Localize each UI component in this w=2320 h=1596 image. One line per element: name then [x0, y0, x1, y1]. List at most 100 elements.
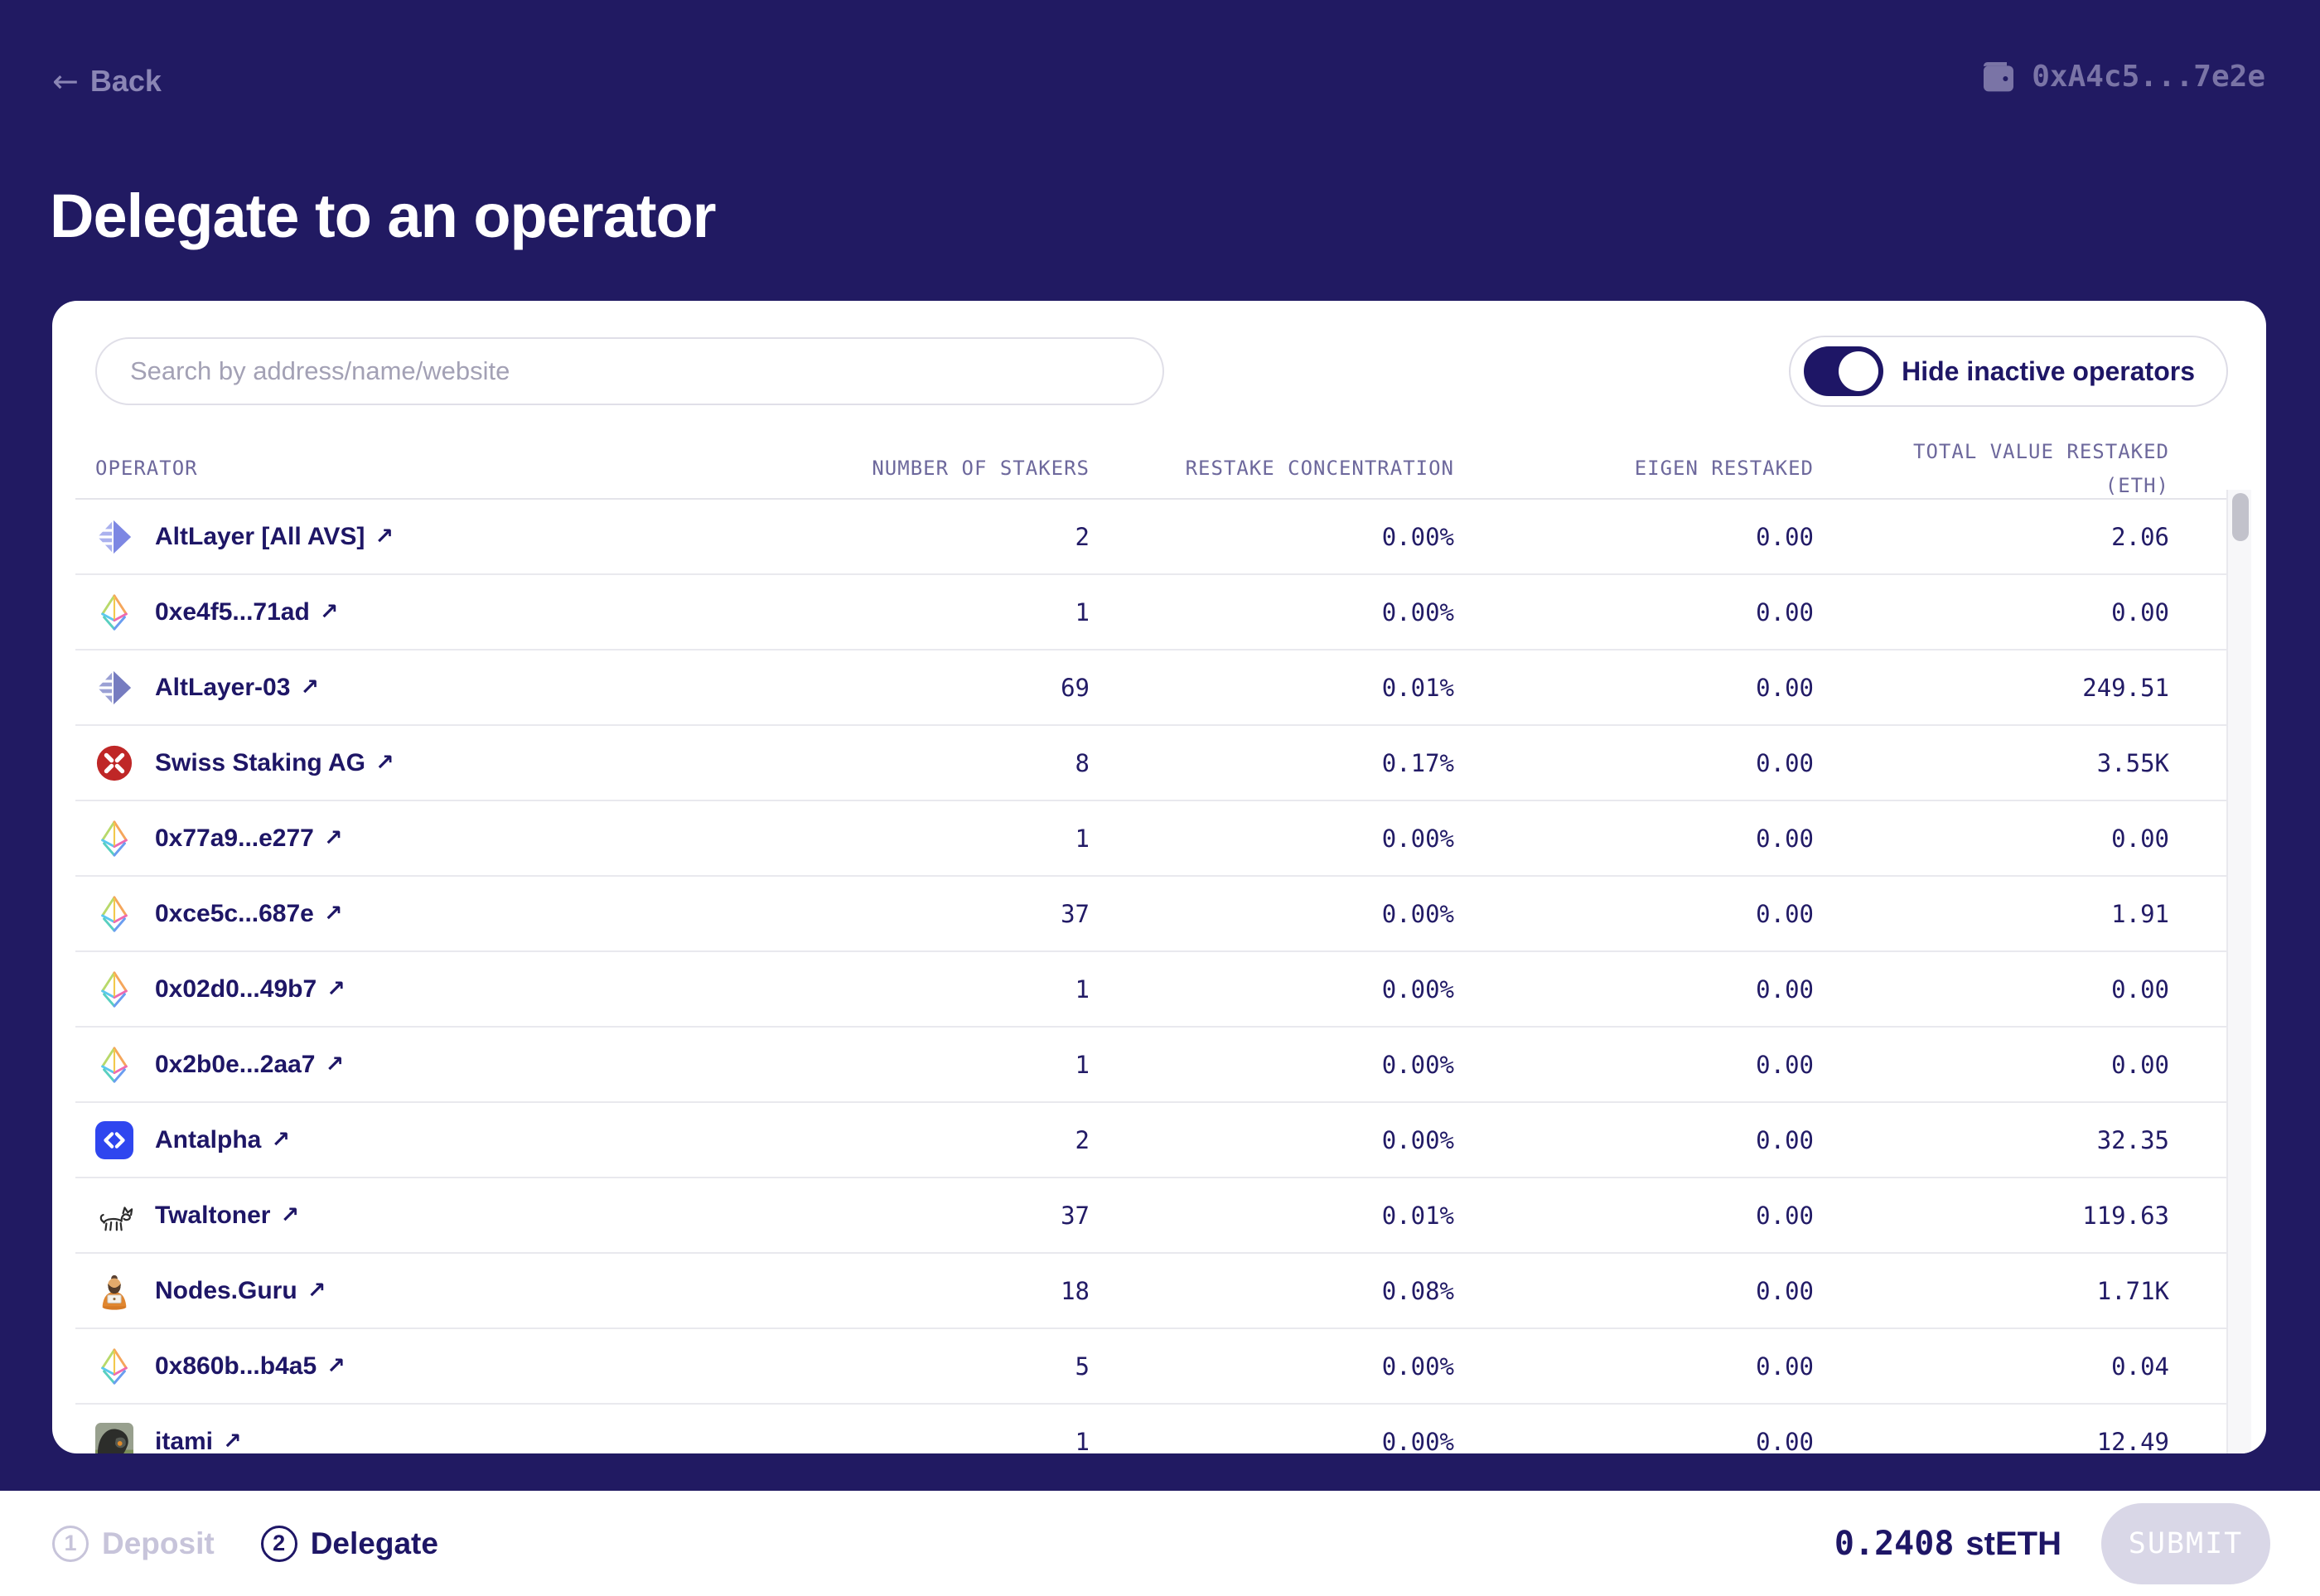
column-header: EIGEN RESTAKED — [1634, 457, 1814, 481]
external-link-icon: ↗ — [326, 976, 346, 1002]
cell-total: 0.00 — [2111, 824, 2169, 853]
cell-stakers: 18 — [1061, 1276, 1090, 1305]
wallet-chip[interactable]: 0xA4c5...7e2e — [1980, 60, 2265, 94]
submit-button[interactable]: SUBMIT — [2101, 1502, 2270, 1584]
footer-bar: 1 Deposit 2 Delegate 0.2408 stETH SUBMIT — [0, 1491, 2320, 1596]
cell-eigen: 0.00 — [1756, 522, 1814, 551]
cell-concentration: 0.01% — [1381, 1201, 1454, 1230]
operator-row[interactable]: Antalpha ↗ 2 0.00% 0.00 32.35 — [75, 1103, 2243, 1178]
step-2-label: Delegate — [310, 1526, 438, 1560]
operator-link[interactable]: AltLayer [All AVS] ↗ — [155, 523, 394, 551]
operator-name: 0x77a9...e277 — [155, 824, 314, 852]
operator-link[interactable]: 0x02d0...49b7 ↗ — [155, 975, 346, 1004]
operator-row[interactable]: 0xce5c...687e ↗ 37 0.00% 0.00 1.91 — [75, 877, 2243, 952]
cell-concentration: 0.00% — [1381, 597, 1454, 626]
cell-concentration: 0.08% — [1381, 1276, 1454, 1305]
toggle-switch[interactable] — [1804, 346, 1884, 396]
cell-stakers: 1 — [1075, 1050, 1090, 1079]
step-1: 1 Deposit — [52, 1525, 215, 1562]
back-button[interactable]: ← Back — [52, 63, 162, 99]
operator-link[interactable]: Twaltoner ↗ — [155, 1202, 299, 1230]
scrollbar-track[interactable] — [2226, 490, 2251, 1453]
search-input[interactable] — [95, 337, 1164, 405]
cell-eigen: 0.00 — [1756, 1427, 1814, 1454]
operator-row[interactable]: 0x02d0...49b7 ↗ 1 0.00% 0.00 0.00 — [75, 952, 2243, 1028]
cell-eigen: 0.00 — [1756, 597, 1814, 626]
operator-link[interactable]: 0x77a9...e277 ↗ — [155, 825, 342, 853]
delegation-amount: 0.2408 stETH — [1834, 1525, 2061, 1563]
cell-total: 12.49 — [2096, 1427, 2169, 1454]
operator-link[interactable]: 0x860b...b4a5 ↗ — [155, 1352, 346, 1381]
operator-link[interactable]: 0xe4f5...71ad ↗ — [155, 598, 338, 626]
column-header: OPERATOR — [95, 457, 198, 481]
cell-stakers: 2 — [1075, 522, 1090, 551]
twaltoner-dog-icon — [95, 1197, 133, 1235]
cell-eigen: 0.00 — [1756, 899, 1814, 928]
cell-stakers: 2 — [1075, 1125, 1090, 1154]
operator-row[interactable]: AltLayer-03 ↗ 69 0.01% 0.00 249.51 — [75, 650, 2243, 726]
swiss-staking-icon — [95, 744, 133, 782]
cell-stakers: 69 — [1061, 673, 1090, 702]
operator-link[interactable]: AltLayer-03 ↗ — [155, 674, 319, 702]
operator-name: Nodes.Guru — [155, 1276, 297, 1304]
operator-name: 0x02d0...49b7 — [155, 975, 317, 1003]
cell-eigen: 0.00 — [1756, 1352, 1814, 1381]
external-link-icon: ↗ — [323, 825, 343, 851]
operator-link[interactable]: itami ↗ — [155, 1428, 242, 1454]
search-row: Hide inactive operators — [95, 336, 2228, 407]
operator-row[interactable]: AltLayer [All AVS] ↗ 2 0.00% 0.00 2.06 — [75, 500, 2243, 575]
cell-stakers: 8 — [1075, 748, 1090, 777]
operator-row[interactable]: 0xe4f5...71ad ↗ 1 0.00% 0.00 0.00 — [75, 575, 2243, 650]
cell-total: 1.91 — [2111, 899, 2169, 928]
operator-row[interactable]: 0x77a9...e277 ↗ 1 0.00% 0.00 0.00 — [75, 801, 2243, 877]
cell-stakers: 1 — [1075, 824, 1090, 853]
cell-total: 2.06 — [2111, 522, 2169, 551]
cell-total: 32.35 — [2096, 1125, 2169, 1154]
cell-concentration: 0.00% — [1381, 824, 1454, 853]
external-link-icon: ↗ — [323, 901, 343, 926]
cell-total: 249.51 — [2082, 673, 2169, 702]
external-link-icon: ↗ — [280, 1202, 300, 1228]
operator-row[interactable]: itami ↗ 1 0.00% 0.00 12.49 — [75, 1405, 2243, 1453]
column-header: NUMBER OF STAKERS — [872, 457, 1090, 481]
cell-total: 1.71K — [2096, 1276, 2169, 1305]
antalpha-icon — [95, 1120, 133, 1159]
cell-stakers: 1 — [1075, 975, 1090, 1004]
step-indicator: 1 Deposit 2 Delegate — [52, 1525, 438, 1562]
cell-total: 0.00 — [2111, 975, 2169, 1004]
operator-link[interactable]: Swiss Staking AG ↗ — [155, 749, 394, 777]
external-link-icon: ↗ — [326, 1353, 346, 1379]
operator-link[interactable]: 0xce5c...687e ↗ — [155, 900, 342, 928]
cell-total: 0.00 — [2111, 1050, 2169, 1079]
hide-inactive-toggle[interactable]: Hide inactive operators — [1789, 336, 2228, 407]
cell-eigen: 0.00 — [1756, 1050, 1814, 1079]
operator-link[interactable]: 0x2b0e...2aa7 ↗ — [155, 1051, 344, 1079]
cell-concentration: 0.00% — [1381, 899, 1454, 928]
operator-row[interactable]: 0x860b...b4a5 ↗ 5 0.00% 0.00 0.04 — [75, 1329, 2243, 1405]
cell-concentration: 0.17% — [1381, 748, 1454, 777]
cell-total: 0.04 — [2111, 1352, 2169, 1381]
eth-diamond-icon — [95, 593, 133, 631]
cell-eigen: 0.00 — [1756, 824, 1814, 853]
operator-row[interactable]: 0x2b0e...2aa7 ↗ 1 0.00% 0.00 0.00 — [75, 1028, 2243, 1103]
operator-name: AltLayer [All AVS] — [155, 522, 365, 550]
operator-row[interactable]: Twaltoner ↗ 37 0.01% 0.00 119.63 — [75, 1178, 2243, 1254]
operator-link[interactable]: Antalpha ↗ — [155, 1126, 290, 1154]
external-link-icon: ↗ — [325, 1052, 345, 1077]
operator-link[interactable]: Nodes.Guru ↗ — [155, 1277, 326, 1305]
operator-row[interactable]: Nodes.Guru ↗ 18 0.08% 0.00 1.71K — [75, 1254, 2243, 1329]
operator-name: Antalpha — [155, 1125, 262, 1153]
operator-name: AltLayer-03 — [155, 673, 291, 701]
altlayer-icon — [95, 518, 133, 556]
back-label: Back — [89, 64, 162, 98]
external-link-icon: ↗ — [375, 750, 394, 776]
operator-panel: Hide inactive operators OPERATOR NUMBER O… — [52, 301, 2266, 1453]
eth-diamond-icon — [95, 1347, 133, 1386]
operator-name: Swiss Staking AG — [155, 748, 365, 776]
operator-name: 0x860b...b4a5 — [155, 1352, 317, 1380]
operator-row[interactable]: Swiss Staking AG ↗ 8 0.17% 0.00 3.55K — [75, 726, 2243, 801]
column-header: RESTAKE CONCENTRATION — [1185, 457, 1454, 481]
external-link-icon: ↗ — [307, 1278, 326, 1303]
external-link-icon: ↗ — [375, 524, 394, 549]
scrollbar-thumb[interactable] — [2232, 493, 2249, 541]
